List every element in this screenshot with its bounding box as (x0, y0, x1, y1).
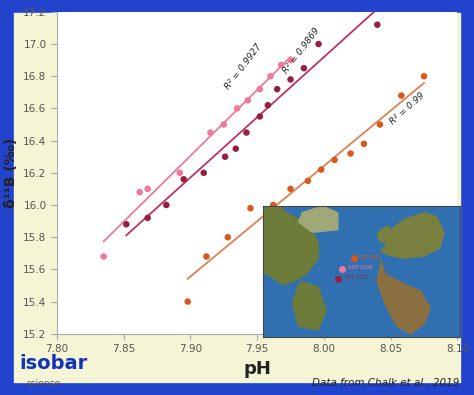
Point (100, 253, 108, 260)
Point (287, 57, 294, 63)
Point (243, 130, 250, 136)
Point (360, 141, 368, 147)
Polygon shape (263, 206, 318, 284)
Point (300, 65, 308, 71)
Point (144, 186, 152, 192)
Point (232, 145, 239, 152)
Point (420, 73, 428, 79)
Point (144, 215, 152, 221)
Text: isobar: isobar (19, 354, 87, 373)
Text: science: science (26, 379, 60, 388)
Polygon shape (377, 226, 389, 243)
Point (269, 202, 277, 208)
Point (224, 234, 232, 240)
Point (233, 105, 241, 111)
Point (277, 62, 285, 68)
Text: Data from Chalk et al., 2019: Data from Chalk et al., 2019 (312, 378, 460, 388)
Point (376, 121, 384, 128)
Text: R² = 0.9869: R² = 0.9869 (281, 26, 321, 75)
Point (122, 221, 130, 228)
Point (176, 170, 183, 176)
Polygon shape (377, 261, 430, 334)
Point (246, 205, 254, 211)
Text: R² = 0.99: R² = 0.99 (388, 91, 426, 126)
Point (207, 130, 214, 136)
X-axis label: pH: pH (243, 360, 271, 378)
Point (398, 92, 405, 99)
Point (220, 121, 228, 128)
Point (256, 86, 264, 92)
Point (347, 150, 355, 157)
Point (273, 86, 281, 92)
Point (374, 22, 381, 28)
Point (244, 97, 252, 103)
Point (256, 113, 264, 120)
Text: R² = 0.9927: R² = 0.9927 (224, 42, 264, 91)
Polygon shape (299, 206, 338, 232)
Point (202, 253, 210, 260)
Point (318, 166, 325, 173)
Point (264, 102, 272, 108)
Text: ODP 1308: ODP 1308 (347, 265, 372, 270)
Polygon shape (381, 213, 444, 258)
Point (200, 170, 208, 176)
Point (184, 299, 191, 305)
Point (304, 178, 312, 184)
Point (221, 154, 229, 160)
Text: ODP 999: ODP 999 (359, 254, 380, 260)
Point (287, 76, 294, 83)
Point (287, 186, 294, 192)
Y-axis label: δ¹¹B (‰): δ¹¹B (‰) (4, 138, 18, 208)
Point (315, 41, 322, 47)
Text: ODP 1317: ODP 1317 (344, 275, 368, 280)
Point (267, 73, 274, 79)
Point (331, 157, 338, 163)
Point (136, 189, 144, 195)
Polygon shape (292, 282, 326, 330)
Point (163, 202, 170, 208)
Point (180, 176, 188, 182)
